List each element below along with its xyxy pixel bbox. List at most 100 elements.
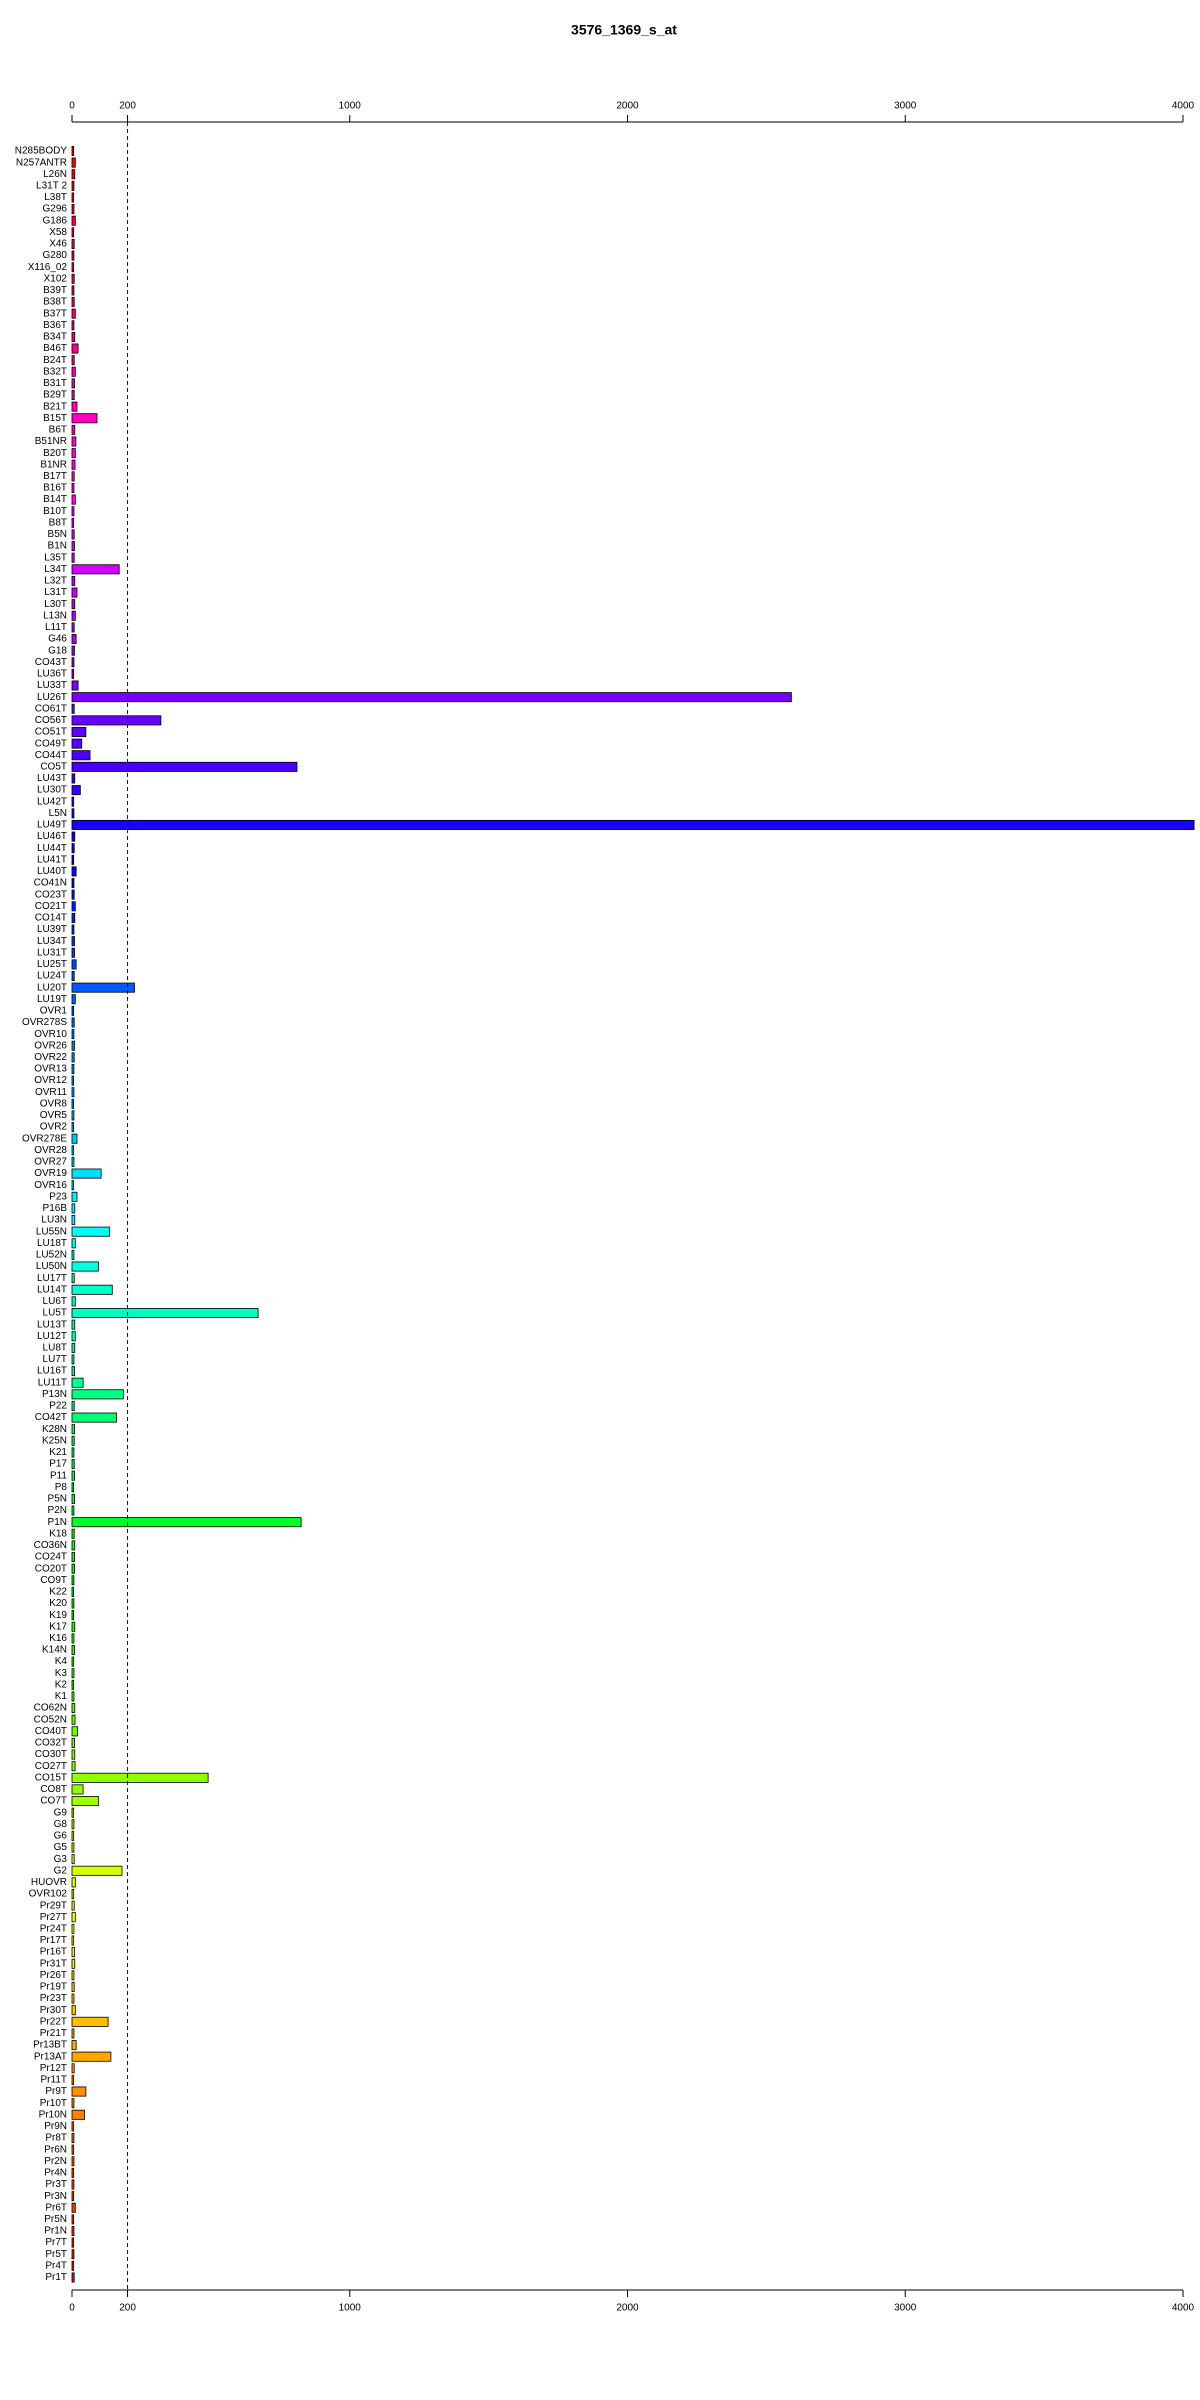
y-tick-label: P2N [48, 1505, 67, 1516]
y-tick-label: LU13T [37, 1319, 67, 1330]
y-tick-label: LU16T [37, 1366, 67, 1377]
bar [71, 355, 75, 366]
bar [71, 366, 76, 377]
y-tick-label: K17 [49, 1621, 67, 1632]
bar [71, 2063, 75, 2074]
y-tick-label: LU14T [37, 1284, 67, 1295]
bar [71, 552, 75, 563]
y-tick-label: Pr11T [41, 2075, 68, 2086]
y-tick-label: Pr3N [44, 2191, 67, 2202]
y-tick-label: Pr6N [44, 2144, 67, 2155]
y-tick-label: L35T [44, 552, 67, 563]
y-tick-label: OVR27 [34, 1157, 67, 1168]
y-tick-label: G46 [48, 634, 67, 645]
bar [71, 1598, 75, 1609]
y-tick-label: CO9T [40, 1575, 67, 1586]
y-tick-label: CO32T [35, 1738, 67, 1749]
y-tick-label: B24T [43, 355, 67, 366]
bar [71, 1412, 117, 1423]
y-tick-label: Pr13BT [33, 2040, 67, 2051]
bar [71, 1586, 75, 1597]
bar [71, 2098, 75, 2109]
bar [71, 378, 75, 389]
y-tick-label: L13N [43, 610, 67, 621]
bar [71, 878, 75, 889]
y-tick-label: LU19T [37, 994, 67, 1005]
bar [71, 448, 76, 459]
y-tick-label: Pr26T [40, 1970, 67, 1981]
y-tick-label: LU55N [36, 1226, 67, 1237]
bar [71, 2167, 75, 2178]
y-tick-label: CO56T [35, 715, 67, 726]
bar [71, 436, 77, 447]
bar [71, 1400, 75, 1411]
bar [71, 1644, 75, 1655]
bar [71, 1284, 113, 1295]
y-tick-label: LU43T [37, 773, 67, 784]
bar [71, 1226, 110, 1237]
y-tick-label: L30T [44, 599, 67, 610]
bar [71, 2191, 75, 2202]
bar [71, 1029, 75, 1040]
bar [71, 157, 76, 168]
y-tick-label: OVR2 [40, 1122, 68, 1133]
bar [71, 1656, 75, 1667]
y-tick-label: LU20T [37, 982, 67, 993]
y-tick-label: Pr29T [40, 1900, 67, 1911]
y-tick-label: B15T [43, 413, 67, 424]
bar [71, 575, 76, 586]
y-tick-label: Pr6T [45, 2202, 67, 2213]
bar [71, 1517, 302, 1528]
y-tick-label: B36T [43, 320, 67, 331]
y-tick-label: X102 [44, 273, 68, 284]
y-tick-label: K3 [55, 1668, 68, 1679]
bar [71, 645, 75, 656]
bar [71, 2225, 75, 2236]
bar [71, 1180, 75, 1191]
bar [71, 180, 75, 191]
bar [71, 390, 75, 401]
y-tick-label: Pr5T [45, 2249, 67, 2260]
bar [71, 1552, 75, 1563]
bar [71, 1807, 75, 1818]
bar [71, 668, 75, 679]
y-tick-label: B17T [43, 471, 67, 482]
y-tick-label: K20 [49, 1598, 67, 1609]
y-tick-label: K2 [55, 1679, 68, 1690]
bar [71, 1005, 75, 1016]
bar [71, 1610, 75, 1621]
bar [71, 506, 75, 517]
y-tick-label: Pr9T [45, 2086, 67, 2097]
y-tick-label: CO61T [35, 703, 67, 714]
bar [71, 227, 75, 238]
bar [71, 2109, 85, 2120]
bar [71, 1668, 75, 1679]
y-tick-label: CO51T [35, 727, 67, 738]
y-tick-label: LU26T [37, 692, 67, 703]
bar [71, 169, 76, 180]
bar [71, 1470, 75, 1481]
y-tick-label: LU11T [38, 1377, 67, 1388]
bar [71, 204, 75, 215]
bar [71, 773, 76, 784]
y-tick-label: B21T [43, 401, 67, 412]
bar [71, 2144, 75, 2155]
bar [71, 901, 76, 912]
bar [71, 1110, 75, 1121]
bar [71, 785, 81, 796]
bar [71, 1493, 75, 1504]
bar [71, 1714, 76, 1725]
x-tick-label: 3000 [894, 2303, 917, 2314]
bar [71, 262, 75, 273]
y-tick-label: B1NR [40, 459, 67, 470]
bar [71, 1075, 75, 1086]
y-tick-label: OVR5 [40, 1110, 68, 1121]
y-tick-label: CO14T [35, 913, 67, 924]
bar [71, 285, 75, 296]
bar [71, 2237, 75, 2248]
bar [71, 761, 298, 772]
bar [71, 1947, 75, 1958]
y-tick-label: B34T [43, 332, 67, 343]
y-tick-label: B5N [48, 529, 67, 540]
bar [71, 1447, 75, 1458]
